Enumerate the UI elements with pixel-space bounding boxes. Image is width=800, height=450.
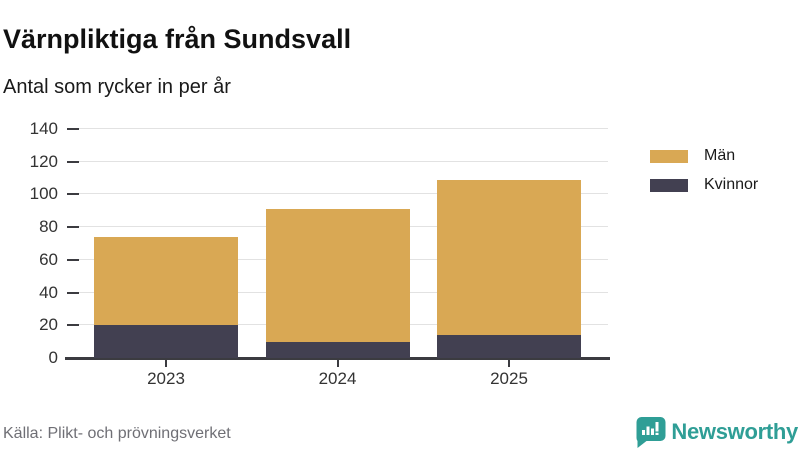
plot-area: 2023 2024 2025 (65, 128, 610, 388)
bar-segment-kvinnor-2024 (265, 341, 410, 358)
y-tick-label-120: 120 (29, 151, 58, 171)
y-tick-label-20: 20 (39, 315, 58, 335)
legend-item-män: Män (650, 148, 758, 164)
source-text: Källa: Plikt- och prövningsverket (3, 425, 231, 442)
x-tick-mark-2023 (165, 360, 167, 367)
bar-segment-män-2023 (94, 236, 238, 326)
legend: Män Kvinnor (650, 148, 758, 206)
x-tick-label-2024: 2024 (318, 369, 357, 388)
y-tick-label-60: 60 (39, 249, 58, 269)
legend-item-kvinnor: Kvinnor (650, 177, 758, 193)
y-tick-label-80: 80 (39, 217, 58, 237)
x-tick-label-2025: 2025 (490, 369, 528, 388)
chart-title: Värnpliktiga från Sundsvall (3, 24, 352, 55)
x-axis-line (65, 357, 610, 360)
gridline-y-100 (67, 193, 608, 195)
newsworthy-logo: Newsworthy (635, 414, 798, 450)
chart-subtitle: Antal som rycker in per år (3, 76, 231, 98)
newsworthy-wordmark: Newsworthy (671, 419, 798, 444)
y-tick-mark-60 (67, 258, 79, 261)
y-tick-mark-100 (67, 193, 79, 196)
bar-segment-kvinnor-2025 (437, 335, 581, 358)
y-tick-mark-140 (67, 128, 79, 130)
y-tick-mark-120 (67, 160, 79, 163)
y-tick-mark-80 (67, 226, 79, 229)
x-tick-label-2023: 2023 (147, 369, 185, 388)
legend-swatch-kvinnor (650, 178, 688, 192)
y-tick-label-0: 0 (48, 348, 58, 367)
legend-label-män: Män (704, 147, 736, 164)
bar-segment-män-2024 (265, 209, 410, 342)
y-tick-mark-20 (67, 324, 79, 327)
x-tick-mark-2024 (336, 360, 339, 367)
gridline-y-140 (67, 128, 608, 129)
y-tick-label-100: 100 (29, 184, 58, 204)
x-tick-mark-2025 (508, 360, 510, 367)
bar-segment-kvinnor-2023 (94, 325, 238, 358)
gridline-y-120 (67, 160, 608, 162)
bar-chart-speech-bubble-icon (636, 416, 666, 448)
y-tick-label-40: 40 (39, 282, 58, 302)
legend-swatch-män (650, 149, 688, 163)
legend-label-kvinnor: Kvinnor (704, 176, 759, 193)
y-tick-label-140: 140 (29, 119, 58, 138)
y-tick-mark-40 (67, 291, 79, 294)
bar-segment-män-2025 (437, 179, 581, 336)
